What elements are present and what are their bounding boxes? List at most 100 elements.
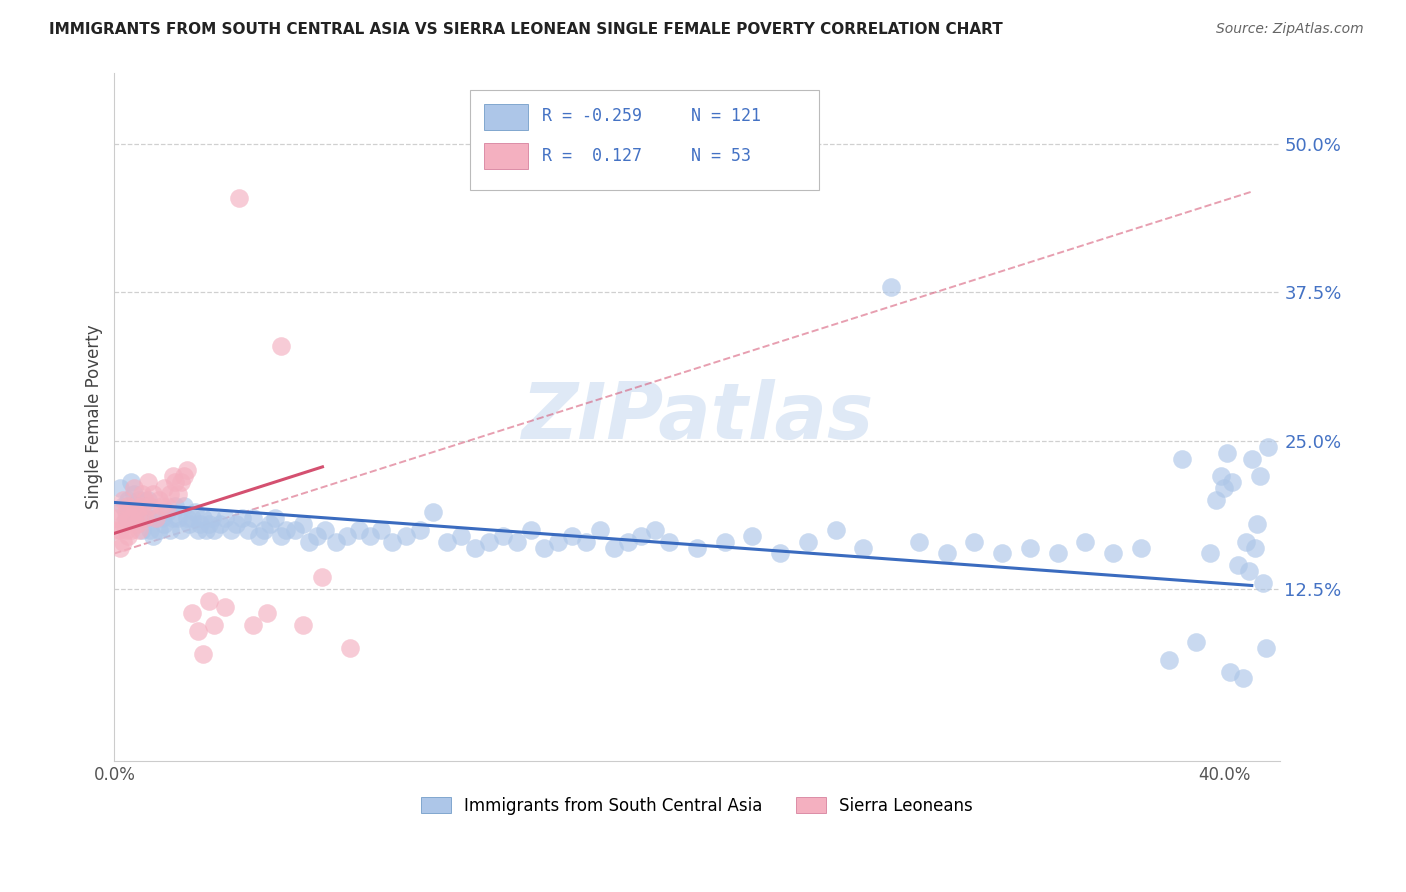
Point bbox=[142, 487, 165, 501]
Point bbox=[179, 516, 201, 531]
Text: IMMIGRANTS FROM SOUTH CENTRAL ASIA VS SIERRA LEONEAN SINGLE FEMALE POVERTY CORRE: IMMIGRANTS FROM SOUTH CENTRAL ASIA VS SI… bbox=[49, 22, 1002, 37]
Point bbox=[228, 190, 250, 204]
Point bbox=[159, 523, 181, 537]
Point bbox=[176, 463, 198, 477]
Point bbox=[108, 481, 131, 495]
Point bbox=[1234, 534, 1257, 549]
Point bbox=[1243, 541, 1265, 555]
Point bbox=[111, 534, 134, 549]
Point bbox=[314, 523, 336, 537]
Point bbox=[1257, 440, 1279, 454]
Point bbox=[162, 511, 184, 525]
Point bbox=[1251, 576, 1274, 591]
Point bbox=[1222, 475, 1244, 490]
Point bbox=[170, 523, 193, 537]
Point bbox=[136, 493, 159, 508]
Point bbox=[131, 499, 153, 513]
Point bbox=[242, 617, 264, 632]
Point bbox=[122, 481, 145, 495]
Point bbox=[589, 523, 612, 537]
Point bbox=[769, 546, 792, 560]
Point bbox=[208, 516, 231, 531]
Point bbox=[242, 511, 264, 525]
Point bbox=[1249, 469, 1271, 483]
Point bbox=[395, 529, 418, 543]
Point bbox=[131, 511, 153, 525]
Point bbox=[658, 534, 681, 549]
Point bbox=[1171, 451, 1194, 466]
Point bbox=[108, 505, 131, 519]
Point bbox=[292, 617, 315, 632]
Point bbox=[139, 499, 162, 513]
Point bbox=[134, 493, 156, 508]
Point bbox=[142, 529, 165, 543]
Point bbox=[159, 487, 181, 501]
Point bbox=[136, 475, 159, 490]
Point bbox=[134, 499, 156, 513]
Point bbox=[214, 511, 236, 525]
Point bbox=[935, 546, 957, 560]
Point bbox=[492, 529, 515, 543]
Point bbox=[370, 523, 392, 537]
Point bbox=[114, 505, 136, 519]
Point bbox=[131, 523, 153, 537]
Point bbox=[533, 541, 555, 555]
Point bbox=[603, 541, 626, 555]
Point bbox=[181, 511, 204, 525]
Point bbox=[450, 529, 472, 543]
Point bbox=[1213, 481, 1236, 495]
Point bbox=[1232, 671, 1254, 685]
Point bbox=[181, 606, 204, 620]
Text: R =  0.127: R = 0.127 bbox=[543, 146, 643, 164]
Point bbox=[359, 529, 381, 543]
Point bbox=[575, 534, 598, 549]
Point bbox=[1240, 451, 1263, 466]
Point bbox=[630, 529, 652, 543]
Y-axis label: Single Female Poverty: Single Female Poverty bbox=[86, 325, 103, 509]
Point bbox=[165, 475, 187, 490]
Point bbox=[284, 523, 307, 537]
Point bbox=[276, 523, 298, 537]
Point bbox=[1219, 665, 1241, 679]
Point bbox=[145, 511, 167, 525]
Text: ZIPatlas: ZIPatlas bbox=[520, 379, 873, 455]
Point bbox=[325, 534, 347, 549]
FancyBboxPatch shape bbox=[484, 143, 529, 169]
Point bbox=[128, 493, 150, 508]
Point bbox=[162, 469, 184, 483]
Point bbox=[713, 534, 735, 549]
Point bbox=[108, 523, 131, 537]
Point bbox=[547, 534, 569, 549]
Point bbox=[150, 511, 173, 525]
Point bbox=[117, 499, 139, 513]
Point bbox=[852, 541, 875, 555]
Point bbox=[105, 523, 128, 537]
Point bbox=[165, 499, 187, 513]
Point bbox=[311, 570, 333, 584]
Point bbox=[193, 511, 215, 525]
Point bbox=[122, 487, 145, 501]
Point bbox=[184, 505, 207, 519]
Point bbox=[1046, 546, 1069, 560]
Point bbox=[120, 523, 142, 537]
Point bbox=[153, 481, 176, 495]
Point bbox=[464, 541, 486, 555]
Point bbox=[797, 534, 820, 549]
Point bbox=[128, 523, 150, 537]
Point bbox=[1018, 541, 1040, 555]
Point bbox=[256, 606, 278, 620]
Point bbox=[194, 523, 217, 537]
Point bbox=[644, 523, 666, 537]
Point bbox=[1254, 641, 1277, 656]
Point bbox=[292, 516, 315, 531]
Point bbox=[1074, 534, 1097, 549]
Text: Source: ZipAtlas.com: Source: ZipAtlas.com bbox=[1216, 22, 1364, 37]
Point bbox=[202, 523, 225, 537]
Point bbox=[270, 339, 292, 353]
Legend: Immigrants from South Central Asia, Sierra Leoneans: Immigrants from South Central Asia, Sier… bbox=[420, 797, 973, 814]
Point bbox=[125, 505, 148, 519]
Point bbox=[247, 529, 270, 543]
Point bbox=[150, 499, 173, 513]
Point bbox=[148, 493, 170, 508]
Point bbox=[153, 516, 176, 531]
